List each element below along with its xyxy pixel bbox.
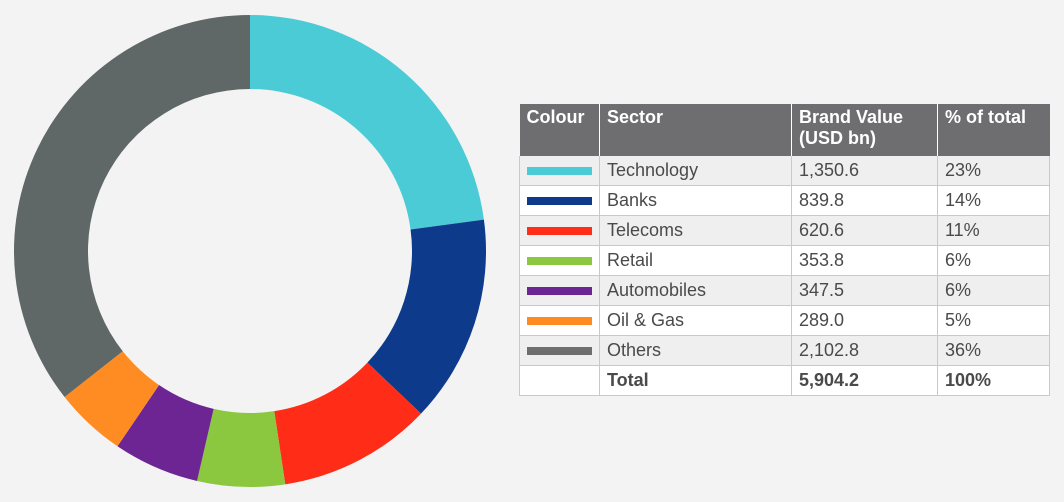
header-colour: Colour <box>519 104 600 156</box>
header-brand-value: Brand Value (USD bn) <box>791 104 938 156</box>
pct-cell: 6% <box>937 275 1050 306</box>
donut-slice-technology <box>250 15 484 230</box>
total-label: Total <box>599 365 792 396</box>
sector-cell: Banks <box>599 185 792 216</box>
pct-cell: 6% <box>937 245 1050 276</box>
legend-table: Colour Sector Brand Value (USD bn) % of … <box>519 104 1050 396</box>
color-swatch <box>527 316 592 325</box>
pct-cell: 14% <box>937 185 1050 216</box>
header-percent: % of total <box>937 104 1050 156</box>
color-swatch <box>527 196 592 205</box>
color-swatch <box>527 346 592 355</box>
donut-slice-oil-gas <box>64 351 160 447</box>
swatch-cell <box>519 335 600 366</box>
donut-slice-banks <box>367 219 486 414</box>
table-row: Oil & Gas 289.0 5% <box>519 305 1050 336</box>
table-row: Telecoms 620.6 11% <box>519 215 1050 246</box>
donut-chart <box>13 15 486 488</box>
value-cell: 1,350.6 <box>791 156 938 186</box>
pct-cell: 11% <box>937 215 1050 246</box>
swatch-cell <box>519 275 600 306</box>
total-pct: 100% <box>937 365 1050 396</box>
value-cell: 289.0 <box>791 305 938 336</box>
swatch-cell <box>519 215 600 246</box>
sector-cell: Others <box>599 335 792 366</box>
donut-slice-retail <box>197 408 286 488</box>
table-header-row: Colour Sector Brand Value (USD bn) % of … <box>519 104 1050 156</box>
value-cell: 620.6 <box>791 215 938 246</box>
table-row: Technology 1,350.6 23% <box>519 156 1050 186</box>
donut-slice-others <box>13 15 251 398</box>
donut-slice-automobiles <box>117 385 214 481</box>
table-row: Banks 839.8 14% <box>519 185 1050 216</box>
value-cell: 2,102.8 <box>791 335 938 366</box>
swatch-cell <box>519 156 600 186</box>
color-swatch <box>527 166 592 175</box>
sector-cell: Oil & Gas <box>599 305 792 336</box>
swatch-cell <box>519 185 600 216</box>
donut-slice-telecoms <box>274 362 422 485</box>
sector-cell: Automobiles <box>599 275 792 306</box>
pct-cell: 23% <box>937 156 1050 186</box>
total-swatch-cell <box>519 365 600 396</box>
color-swatch <box>527 286 592 295</box>
total-row: Total 5,904.2 100% <box>519 365 1050 396</box>
table-row: Retail 353.8 6% <box>519 245 1050 276</box>
color-swatch <box>527 226 592 235</box>
color-swatch <box>527 256 592 265</box>
total-value: 5,904.2 <box>791 365 938 396</box>
table-row: Automobiles 347.5 6% <box>519 275 1050 306</box>
pct-cell: 36% <box>937 335 1050 366</box>
value-cell: 839.8 <box>791 185 938 216</box>
table-row: Others 2,102.8 36% <box>519 335 1050 366</box>
sector-cell: Technology <box>599 156 792 186</box>
header-sector: Sector <box>599 104 792 156</box>
pct-cell: 5% <box>937 305 1050 336</box>
value-cell: 353.8 <box>791 245 938 276</box>
swatch-cell <box>519 245 600 276</box>
sector-cell: Telecoms <box>599 215 792 246</box>
swatch-cell <box>519 305 600 336</box>
sector-cell: Retail <box>599 245 792 276</box>
value-cell: 347.5 <box>791 275 938 306</box>
